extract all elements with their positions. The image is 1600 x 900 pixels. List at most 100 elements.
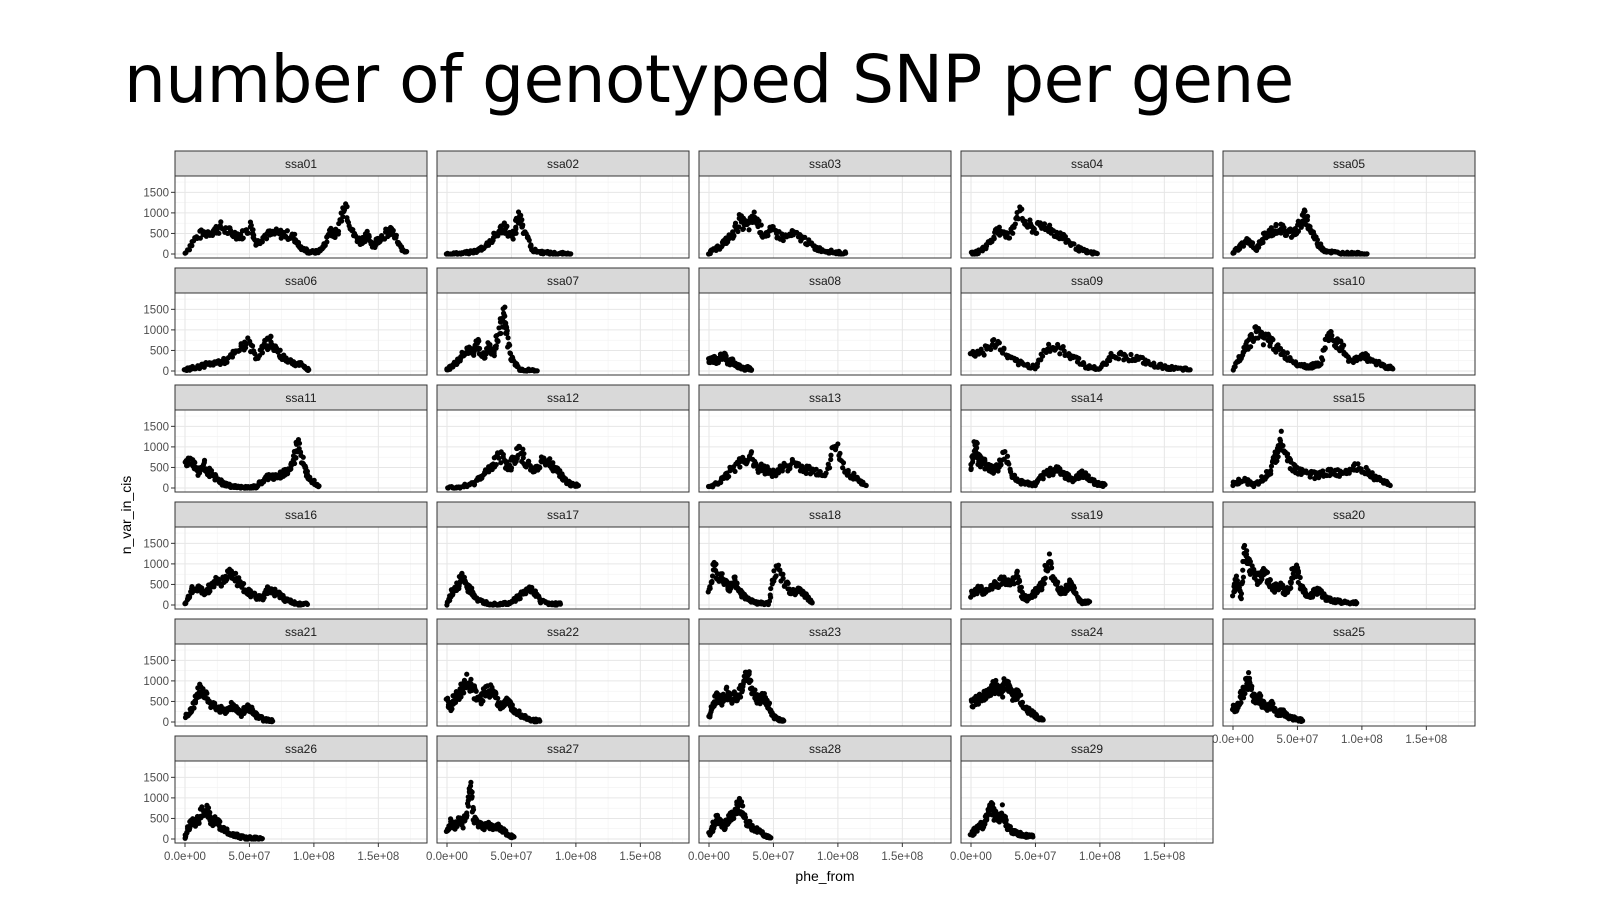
- data-point: [1238, 591, 1245, 597]
- data-point: [1233, 573, 1240, 579]
- data-point: [259, 350, 266, 356]
- data-point: [707, 585, 713, 592]
- data-point: [495, 233, 501, 239]
- data-point: [293, 455, 299, 461]
- data-point: [1270, 700, 1276, 707]
- data-point: [1012, 221, 1018, 227]
- data-point: [1115, 356, 1122, 362]
- data-point: [476, 338, 482, 344]
- data-point: [1239, 580, 1245, 586]
- data-point: [835, 441, 841, 447]
- y-tick-label: 1000: [143, 442, 169, 454]
- data-point: [1295, 570, 1302, 576]
- data-point: [344, 204, 350, 210]
- data-point: [1041, 221, 1048, 227]
- y-tick-label: 500: [150, 579, 169, 591]
- facet-strip-label: ssa13: [809, 391, 841, 405]
- data-point: [1040, 717, 1046, 723]
- facet-strip-label: ssa16: [285, 508, 317, 522]
- facet-ssa08: ssa08: [698, 267, 952, 376]
- data-point: [1355, 461, 1361, 467]
- data-point: [724, 684, 730, 690]
- data-point: [746, 669, 752, 675]
- data-point: [1288, 585, 1294, 591]
- data-point: [1237, 246, 1243, 252]
- data-point: [201, 457, 208, 463]
- data-point: [520, 446, 526, 452]
- facet-panel: [961, 176, 1213, 258]
- data-point: [1387, 482, 1393, 489]
- data-point: [557, 601, 564, 607]
- facet-panel: [699, 644, 951, 726]
- facet-strip-label: ssa03: [809, 157, 841, 171]
- facet-strip-label: ssa26: [285, 742, 317, 756]
- data-point: [732, 574, 738, 580]
- data-point: [1007, 466, 1013, 472]
- data-point: [863, 482, 869, 489]
- facet-border: [174, 175, 428, 259]
- data-point: [756, 218, 762, 224]
- facet-border: [698, 175, 952, 259]
- facet-points: [706, 350, 755, 373]
- data-point: [840, 460, 847, 466]
- y-tick-label: 1500: [143, 187, 169, 199]
- facet-panel: [175, 527, 427, 609]
- data-point: [1055, 579, 1061, 585]
- data-point: [457, 358, 463, 364]
- data-point: [449, 706, 455, 712]
- data-point: [1248, 344, 1254, 350]
- data-point: [245, 230, 251, 236]
- data-point: [752, 687, 758, 693]
- facet-points: [181, 333, 312, 373]
- data-point: [1284, 451, 1291, 457]
- data-point: [1278, 428, 1284, 434]
- y-tick-label: 500: [150, 696, 169, 708]
- facet-strip-label: ssa11: [285, 391, 316, 405]
- data-point: [802, 234, 808, 240]
- facet-ssa19: ssa19: [960, 501, 1214, 610]
- data-point: [502, 304, 508, 310]
- data-point: [292, 231, 298, 237]
- data-point: [1322, 345, 1328, 351]
- data-point: [205, 805, 212, 811]
- data-point: [1002, 449, 1008, 455]
- data-point: [464, 671, 470, 677]
- data-point: [1006, 461, 1012, 467]
- facet-strip: [1222, 150, 1476, 177]
- data-point: [461, 690, 467, 696]
- y-tick-label: 0: [163, 249, 169, 261]
- data-point: [828, 452, 834, 458]
- data-point: [1302, 208, 1308, 214]
- data-point: [1240, 574, 1247, 580]
- data-point: [1273, 223, 1279, 229]
- data-point: [1364, 251, 1370, 257]
- facet-panel: [699, 410, 951, 492]
- data-point: [998, 462, 1004, 468]
- data-point: [1060, 343, 1066, 350]
- data-point: [1284, 350, 1290, 356]
- data-point: [477, 345, 483, 352]
- data-point: [1094, 250, 1100, 257]
- data-point: [781, 718, 787, 724]
- x-tick-label: 5.0e+07: [1276, 734, 1318, 746]
- data-point: [214, 226, 220, 232]
- data-point: [291, 460, 298, 467]
- x-tick-label: 0.0e+00: [1212, 734, 1254, 746]
- facet-ssa12: ssa12: [436, 384, 690, 493]
- data-point: [1295, 228, 1302, 234]
- data-point: [248, 222, 254, 228]
- data-point: [1062, 233, 1069, 240]
- data-point: [974, 445, 980, 451]
- data-point: [1018, 692, 1024, 698]
- data-point: [191, 705, 197, 711]
- data-point: [1102, 482, 1108, 488]
- data-point: [767, 592, 773, 598]
- data-point: [468, 676, 474, 682]
- data-point: [473, 688, 479, 694]
- data-point: [731, 232, 737, 238]
- facet-panel: [1223, 644, 1475, 726]
